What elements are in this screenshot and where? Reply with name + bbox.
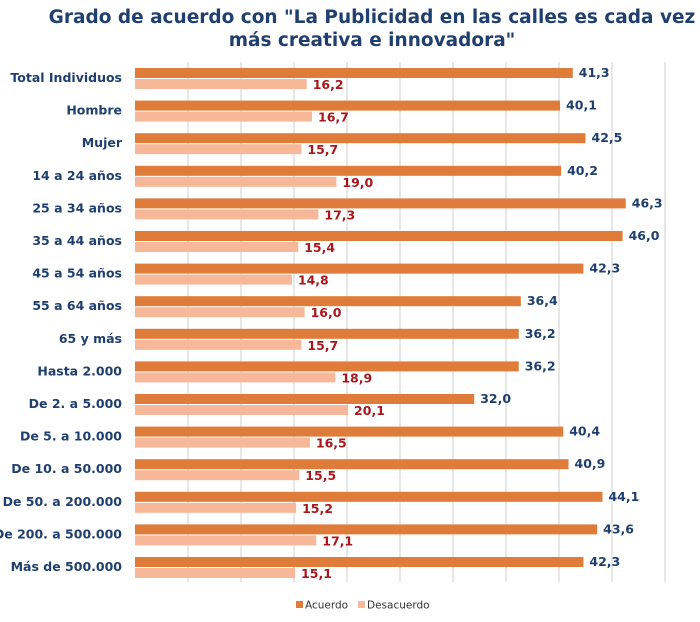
category-label: 35 a 44 años	[32, 233, 122, 248]
data-label-desacuerdo: 16,0	[311, 305, 342, 320]
bar-acuerdo	[135, 459, 569, 470]
bar-acuerdo	[135, 394, 475, 404]
bar-desacuerdo	[135, 144, 302, 155]
bar-desacuerdo	[135, 535, 317, 546]
data-label-acuerdo: 36,2	[525, 358, 556, 373]
data-label-desacuerdo: 18,9	[341, 370, 372, 385]
data-label-acuerdo: 36,2	[525, 326, 556, 341]
bars	[135, 68, 626, 578]
bar-acuerdo	[135, 133, 586, 144]
bar-desacuerdo	[135, 470, 300, 481]
data-label-acuerdo: 40,1	[566, 98, 597, 113]
bar-desacuerdo	[135, 111, 313, 122]
data-label-desacuerdo: 17,3	[324, 207, 355, 222]
data-label-desacuerdo: 16,7	[318, 110, 349, 125]
data-label-acuerdo: 41,3	[579, 65, 610, 80]
bar-acuerdo	[135, 557, 584, 567]
data-label-acuerdo: 46,3	[632, 195, 663, 210]
category-label: Hasta 2.000	[37, 363, 122, 378]
data-label-desacuerdo: 17,1	[322, 533, 353, 548]
data-label-desacuerdo: 15,7	[307, 338, 338, 353]
category-label: De 10. a 50.000	[11, 461, 122, 476]
category-label: De 2. a 5.000	[29, 396, 123, 411]
data-label-desacuerdo: 15,5	[305, 468, 336, 483]
bar-desacuerdo	[135, 372, 336, 383]
data-label-desacuerdo: 15,7	[307, 142, 338, 157]
legend-label-acuerdo: Acuerdo	[305, 600, 348, 612]
data-label-desacuerdo: 15,4	[304, 240, 335, 255]
bar-acuerdo	[135, 263, 584, 274]
bar-acuerdo	[135, 361, 519, 372]
bar-desacuerdo	[135, 339, 302, 350]
bar-desacuerdo	[135, 209, 319, 220]
bar-desacuerdo	[135, 568, 296, 578]
category-label: 65 y más	[59, 331, 122, 346]
category-label: 14 a 24 años	[32, 168, 122, 183]
bar-desacuerdo	[135, 437, 310, 448]
bar-acuerdo	[135, 100, 561, 111]
bar-desacuerdo	[135, 405, 349, 415]
data-label-acuerdo: 43,6	[603, 521, 634, 536]
data-label-acuerdo: 42,3	[589, 554, 620, 569]
data-labels: 41,3 16,2 40,1 16,7 42,5 15,7 40,2 19,0 46,3 17,3…	[298, 65, 663, 581]
legend: Acuerdo Desacuerdo	[296, 600, 430, 612]
category-label: 45 a 54 años	[32, 266, 122, 281]
bar-acuerdo	[135, 296, 521, 307]
data-label-acuerdo: 40,4	[569, 424, 600, 439]
bar-acuerdo	[135, 524, 598, 535]
data-label-acuerdo: 32,0	[480, 391, 511, 406]
category-label: De 50. a 200.000	[3, 494, 123, 509]
data-label-desacuerdo: 19,0	[342, 175, 373, 190]
legend-swatch-desacuerdo	[358, 601, 365, 608]
bar-acuerdo	[135, 68, 573, 78]
data-label-acuerdo: 42,5	[592, 130, 623, 145]
bar-desacuerdo	[135, 79, 307, 89]
bar-desacuerdo	[135, 307, 305, 318]
category-labels: Total Individuos Hombre Mujer 14 a 24 años 2…	[0, 70, 123, 574]
bar-acuerdo	[135, 231, 623, 241]
data-label-desacuerdo: 15,2	[302, 501, 333, 516]
bar-desacuerdo	[135, 274, 292, 285]
chart-title-line-2: más creativa e innovadora"	[229, 30, 516, 51]
category-label: 25 a 34 años	[32, 200, 122, 215]
data-label-desacuerdo: 16,5	[316, 436, 347, 451]
bar-desacuerdo	[135, 502, 297, 513]
category-label: Total Individuos	[10, 70, 122, 85]
data-label-acuerdo: 36,4	[527, 293, 558, 308]
data-label-acuerdo: 46,0	[629, 228, 660, 243]
bar-desacuerdo	[135, 242, 299, 252]
legend-swatch-acuerdo	[296, 601, 303, 608]
bar-acuerdo	[135, 328, 519, 339]
bar-desacuerdo	[135, 176, 337, 187]
category-label: De 200. a 500.000	[0, 526, 122, 541]
data-label-acuerdo: 40,2	[567, 163, 598, 178]
data-label-acuerdo: 40,9	[575, 456, 606, 471]
category-label: Más de 500.000	[11, 559, 123, 574]
category-label: De 5. a 10.000	[20, 429, 122, 444]
legend-label-desacuerdo: Desacuerdo	[367, 600, 430, 612]
data-label-desacuerdo: 14,8	[298, 273, 329, 288]
data-label-desacuerdo: 16,2	[313, 77, 344, 92]
chart-title: Grado de acuerdo con "La Publicidad en l…	[49, 7, 696, 51]
category-label: 55 a 64 años	[32, 298, 122, 313]
category-label: Hombre	[66, 103, 122, 118]
data-label-desacuerdo: 15,1	[301, 566, 332, 581]
data-label-acuerdo: 44,1	[608, 489, 639, 504]
data-label-acuerdo: 42,3	[589, 261, 620, 276]
bar-acuerdo	[135, 198, 626, 209]
bar-acuerdo	[135, 165, 562, 176]
data-label-desacuerdo: 20,1	[354, 403, 385, 418]
bar-acuerdo	[135, 426, 564, 437]
chart-title-line-1: Grado de acuerdo con "La Publicidad en l…	[49, 7, 696, 28]
bar-acuerdo	[135, 491, 603, 502]
category-label: Mujer	[82, 135, 123, 150]
